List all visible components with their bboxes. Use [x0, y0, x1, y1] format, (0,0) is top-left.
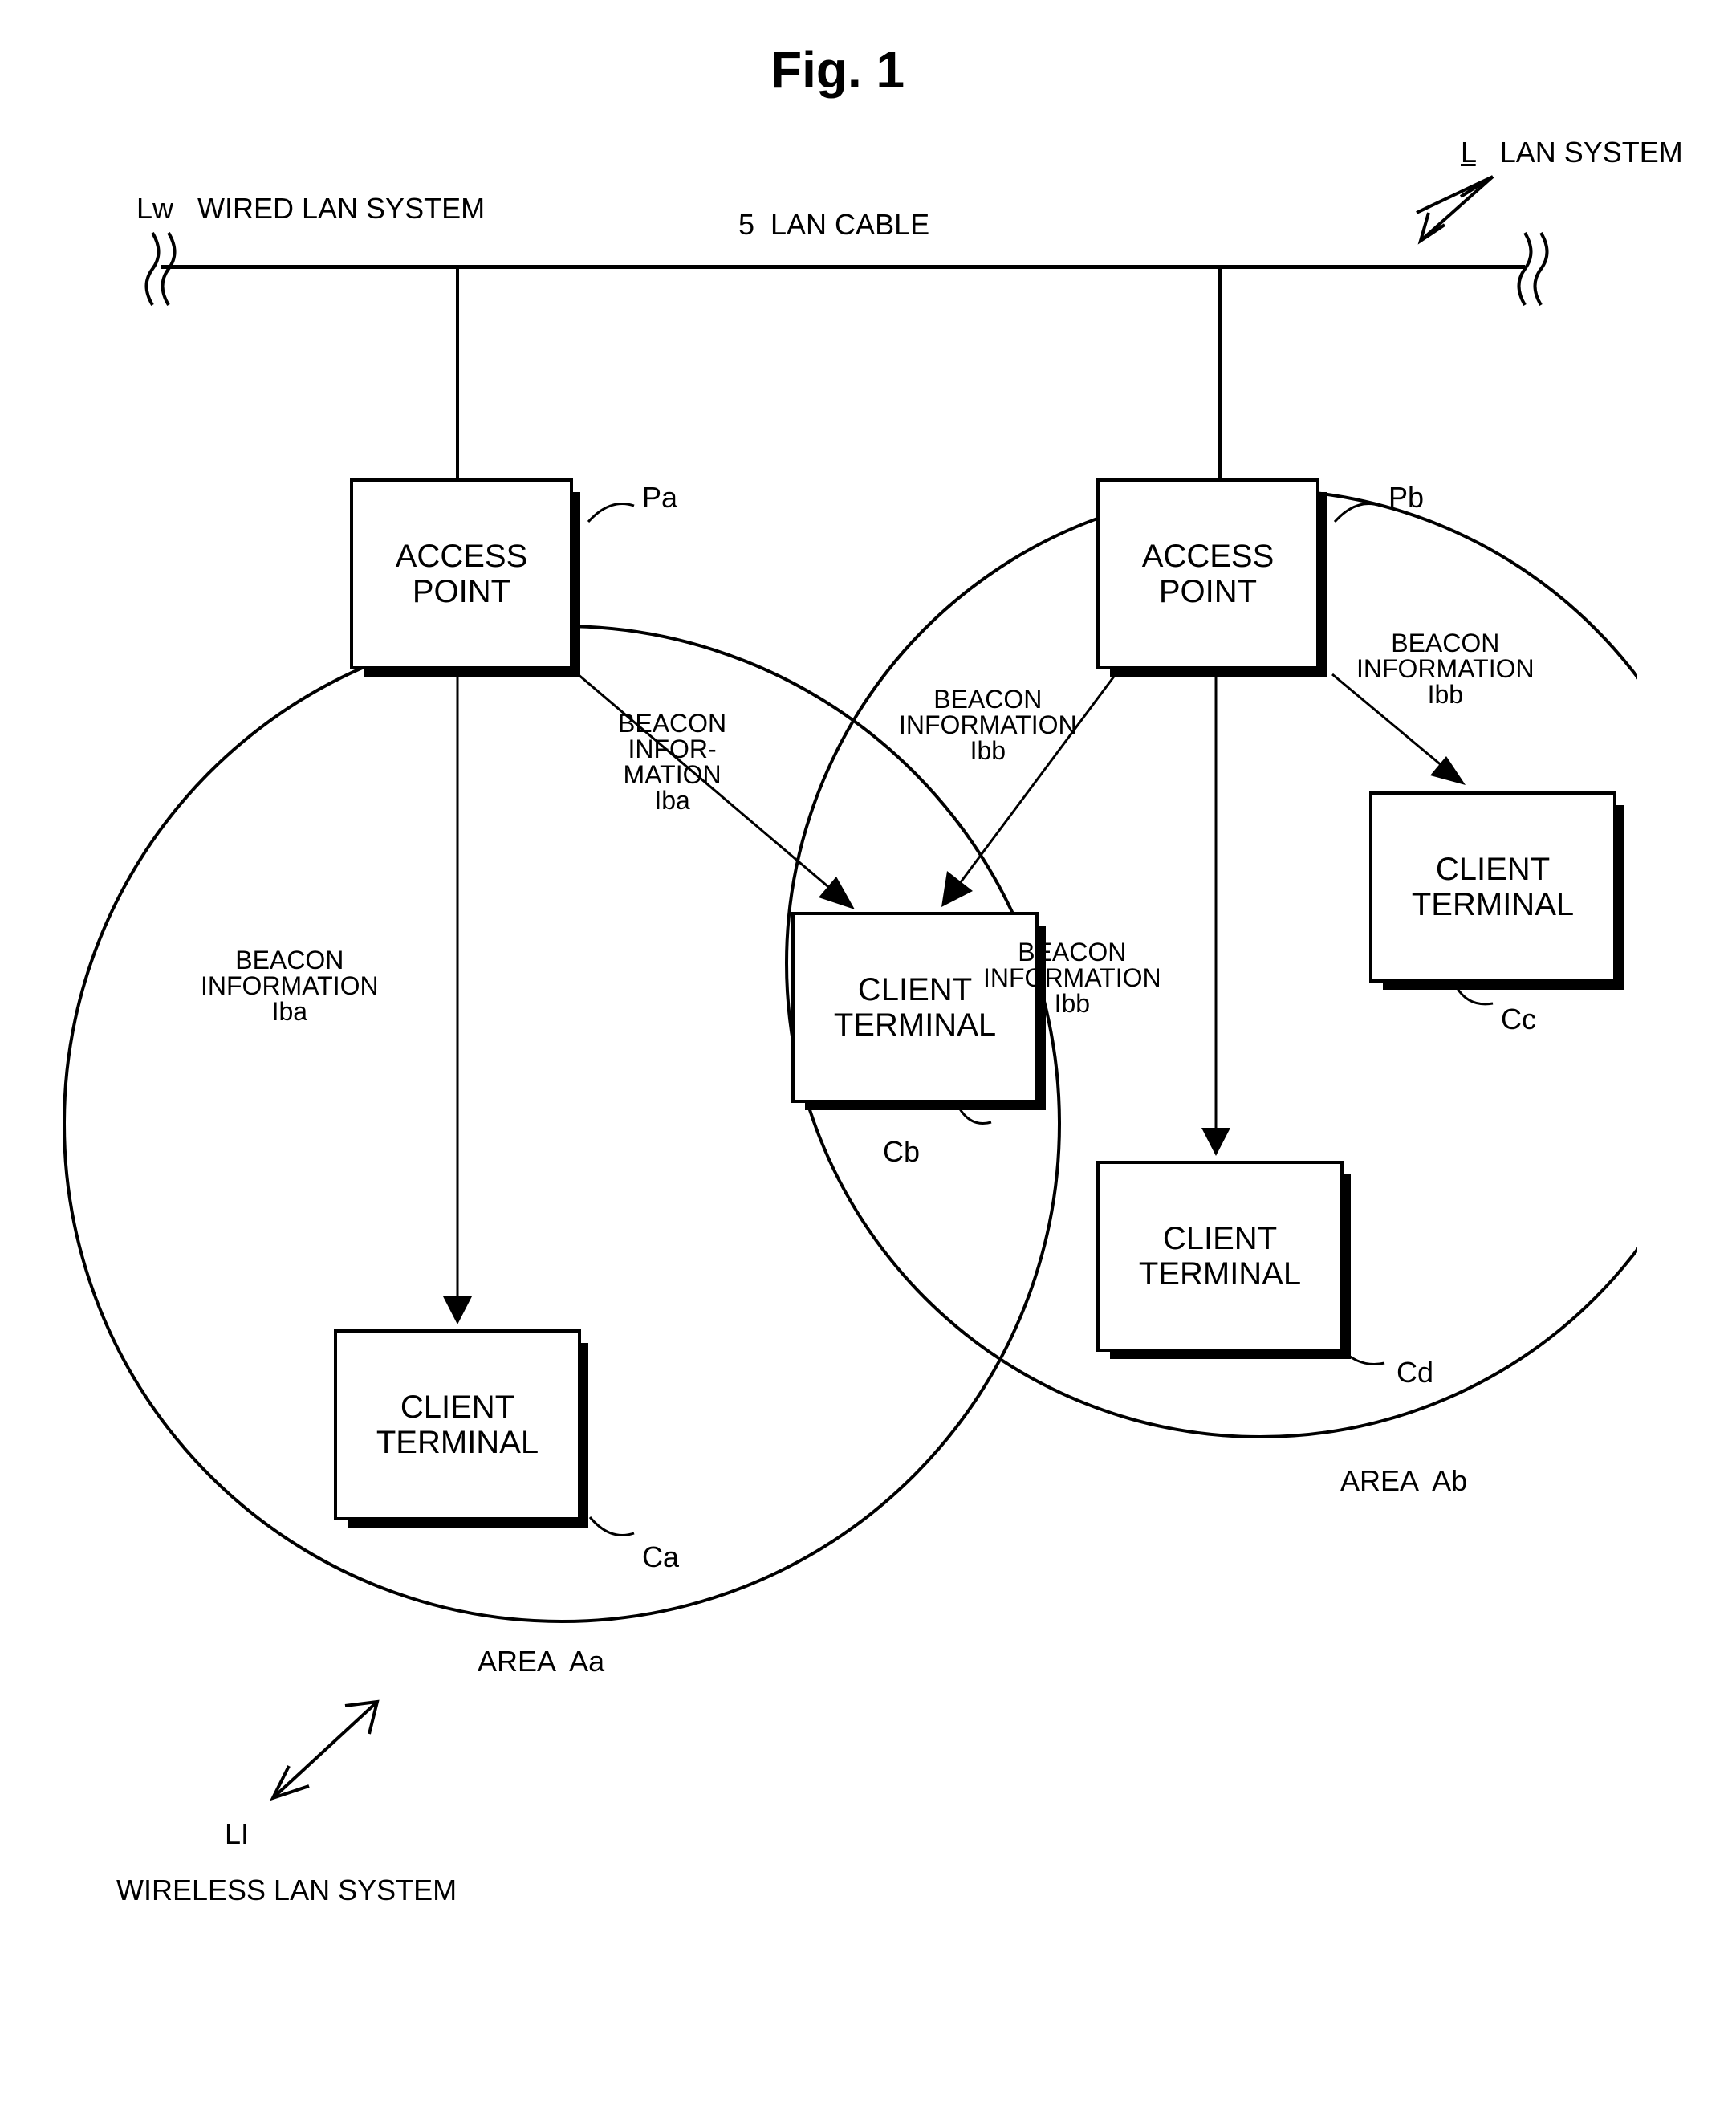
area-b-label: AREA Ab: [1340, 1465, 1467, 1497]
area-a-label: AREA Aa: [478, 1646, 604, 1678]
client-terminal-a: CLIENT TERMINAL: [337, 1333, 578, 1517]
lan-system-label: L LAN SYSTEM: [1461, 136, 1683, 169]
client-terminal-d: CLIENT TERMINAL: [1100, 1164, 1340, 1349]
ct-a-tag: Ca: [642, 1541, 679, 1573]
ap-a-tag: Pa: [642, 482, 677, 514]
ap-b-text: ACCESS POINT: [1100, 539, 1316, 609]
ct-c-tag: Cc: [1501, 1003, 1536, 1036]
beacon-ibb-2: BEACON INFORMATION Ibb: [983, 939, 1161, 1016]
ct-d-tag: Cd: [1397, 1357, 1433, 1389]
ct-b-tag: Cb: [883, 1136, 920, 1168]
ap-a-text: ACCESS POINT: [353, 539, 570, 609]
diagram-root: Fig. 1: [32, 32, 1637, 2039]
ct-d-text: CLIENT TERMINAL: [1100, 1221, 1340, 1292]
access-point-a: ACCESS POINT: [353, 482, 570, 666]
wired-lan-label: Lw WIRED LAN SYSTEM: [136, 193, 485, 225]
lan-cable-label: 5 LAN CABLE: [738, 209, 929, 241]
beacon-ibb-3: BEACON INFORMATION Ibb: [1356, 630, 1535, 707]
access-point-b: ACCESS POINT: [1100, 482, 1316, 666]
beacon-ibb-1: BEACON INFORMATION Ibb: [899, 686, 1077, 763]
figure-title: Fig. 1: [770, 40, 905, 100]
beacon-iba-2: BEACON INFOR- MATION Iba: [618, 710, 726, 813]
ap-b-tag: Pb: [1388, 482, 1424, 514]
lan-cable-line: [161, 265, 1525, 269]
wireless-lan-tag: LI: [225, 1818, 249, 1850]
ct-c-text: CLIENT TERMINAL: [1372, 852, 1613, 922]
beacon-iba-1: BEACON INFORMATION Iba: [201, 947, 379, 1024]
client-terminal-c: CLIENT TERMINAL: [1372, 795, 1613, 979]
ct-a-text: CLIENT TERMINAL: [337, 1390, 578, 1460]
wireless-lan-label: WIRELESS LAN SYSTEM: [116, 1874, 457, 1906]
